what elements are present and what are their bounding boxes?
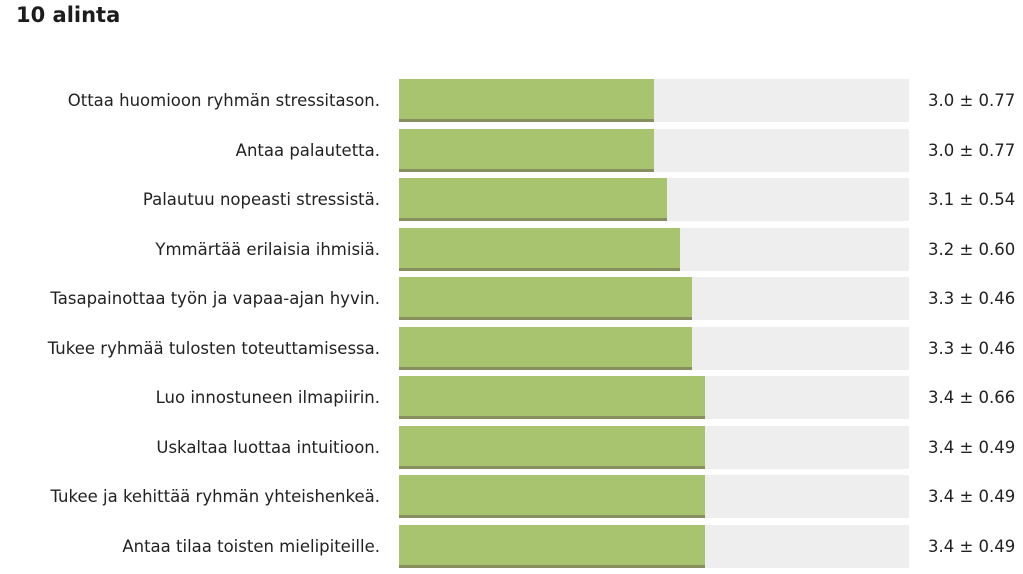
bar	[399, 79, 654, 122]
bar-track	[399, 178, 909, 221]
bar-track	[399, 227, 909, 271]
bar-row: Ymmärtää erilaisia ihmisiä. 3.2 ± 0.60	[0, 227, 1023, 271]
bar-label: Uskaltaa luottaa intuitioon.	[156, 437, 380, 457]
bar-row: Ottaa huomioon ryhmän stressitason. 3.0 ±…	[0, 79, 1023, 122]
bar-track	[399, 376, 909, 419]
bar-track	[399, 128, 909, 172]
bar-row: Tasapainottaa työn ja vapaa-ajan hyvin. 3…	[0, 277, 1023, 320]
bar-value-label: 3.0 ± 0.77	[928, 140, 1016, 160]
bar-value-label: 3.4 ± 0.49	[928, 536, 1016, 556]
bar	[399, 326, 692, 370]
bar-track	[399, 79, 909, 122]
bar-row: Tukee ryhmää tulosten toteuttamisessa. 3.…	[0, 326, 1023, 370]
chart-title: 10 alinta	[16, 3, 121, 27]
bar-label: Palautuu nopeasti stressistä.	[142, 190, 380, 209]
bar-label: Antaa tilaa toisten mielipiteille.	[122, 536, 380, 556]
bar-value-label: 3.4 ± 0.49	[928, 487, 1016, 506]
bar-label: Antaa palautetta.	[235, 140, 380, 160]
bar-row: Antaa tilaa toisten mielipiteille. 3.4 ± …	[0, 524, 1023, 568]
bar	[399, 277, 692, 320]
bar	[399, 524, 705, 568]
bar-label: Tukee ryhmää tulosten toteuttamisessa.	[47, 338, 380, 358]
bar	[399, 227, 680, 271]
bar-label: Luo innostuneen ilmapiirin.	[155, 388, 380, 407]
bar-track	[399, 425, 909, 469]
bar-label: Ottaa huomioon ryhmän stressitason.	[67, 91, 380, 110]
bar-value-label: 3.4 ± 0.66	[928, 388, 1016, 407]
bar-row: Tukee ja kehittää ryhmän yhteishenkeä. 3.…	[0, 475, 1023, 518]
bar-value-label: 3.0 ± 0.77	[928, 91, 1016, 110]
bar-label: Tukee ja kehittää ryhmän yhteishenkeä.	[50, 487, 380, 506]
bar	[399, 376, 705, 419]
bar-row: Uskaltaa luottaa intuitioon. 3.4 ± 0.49	[0, 425, 1023, 469]
bar	[399, 178, 667, 221]
bar-track	[399, 475, 909, 518]
bar-value-label: 3.4 ± 0.49	[928, 437, 1016, 457]
bar-track	[399, 277, 909, 320]
bar-value-label: 3.3 ± 0.46	[928, 338, 1016, 358]
bar-row: Palautuu nopeasti stressistä. 3.1 ± 0.54	[0, 178, 1023, 221]
bar-label: Tasapainottaa työn ja vapaa-ajan hyvin.	[50, 289, 380, 308]
bar-value-label: 3.1 ± 0.54	[928, 190, 1016, 209]
bar-value-label: 3.2 ± 0.60	[928, 239, 1016, 259]
bar-track	[399, 524, 909, 568]
bar-value-label: 3.3 ± 0.46	[928, 289, 1016, 308]
bar-row: Luo innostuneen ilmapiirin. 3.4 ± 0.66	[0, 376, 1023, 419]
bar-chart: Ottaa huomioon ryhmän stressitason. 3.0 ±…	[0, 79, 1023, 574]
bar	[399, 475, 705, 518]
bar-row: Antaa palautetta. 3.0 ± 0.77	[0, 128, 1023, 172]
bar-label: Ymmärtää erilaisia ihmisiä.	[155, 239, 380, 259]
bar	[399, 128, 654, 172]
bar-track	[399, 326, 909, 370]
bar	[399, 425, 705, 469]
